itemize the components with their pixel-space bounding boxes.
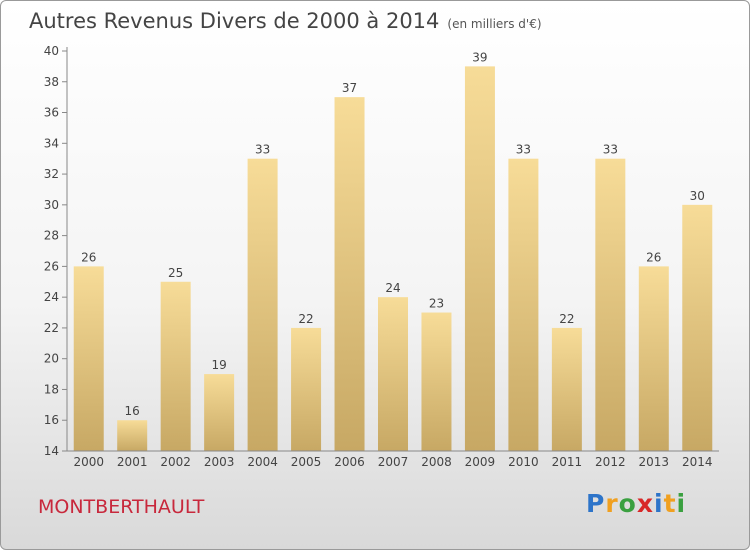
- y-tick-label: 34: [44, 136, 59, 150]
- bar-value-label: 33: [603, 143, 618, 157]
- y-tick-label: 14: [44, 444, 59, 458]
- bar-value-label: 30: [690, 189, 705, 203]
- logo-letter: P: [586, 489, 606, 518]
- bar: [508, 158, 539, 451]
- bar: [638, 266, 669, 451]
- bar-value-label: 39: [472, 50, 487, 64]
- x-tick-label: 2007: [378, 455, 409, 469]
- bar: [291, 327, 322, 451]
- bar: [204, 374, 235, 451]
- logo-letter: r: [605, 489, 619, 518]
- proxiti-logo: Proxiti: [586, 489, 686, 518]
- bars-group: 26 16 25 19 33 22 37 24 23 39 33 22 33 26 30: [73, 50, 713, 452]
- x-tick-label: 2001: [117, 455, 148, 469]
- bar: [160, 281, 191, 451]
- x-tick-label: 2006: [334, 455, 365, 469]
- y-tick-label: 32: [44, 167, 59, 181]
- chart-title: Autres Revenus Divers de 2000 à 2014 (en …: [29, 9, 542, 33]
- location-name: MONTBERTHAULT: [38, 496, 205, 518]
- y-axis: 14 16 18 20 22 24 26 28 30 32 34 36 38 40: [44, 44, 68, 458]
- x-tick-label: 2012: [595, 455, 626, 469]
- x-tick-label: 2002: [160, 455, 191, 469]
- x-tick-label: 2013: [639, 455, 670, 469]
- logo-letter: o: [618, 489, 637, 518]
- bar-value-label: 16: [125, 404, 140, 418]
- bar: [595, 158, 626, 451]
- x-tick-label: 2005: [291, 455, 322, 469]
- bar-value-label: 22: [559, 312, 574, 326]
- bar-value-label: 33: [255, 143, 270, 157]
- y-tick-label: 28: [44, 229, 59, 243]
- logo-letter: x: [636, 489, 654, 518]
- x-tick-label: 2009: [465, 455, 496, 469]
- bar-value-label: 37: [342, 81, 357, 95]
- chart-unit-label: (en milliers d'€): [447, 17, 542, 31]
- x-axis: 2000 2001 2002 2003 2004 2005 2006 2007 2008 2009…: [67, 450, 719, 469]
- x-tick-label: 2000: [73, 455, 104, 469]
- y-tick-label: 22: [44, 321, 59, 335]
- bar-value-label: 23: [429, 297, 444, 311]
- x-tick-label: 2010: [508, 455, 539, 469]
- x-tick-label: 2003: [204, 455, 235, 469]
- y-tick-label: 24: [44, 290, 59, 304]
- bar-value-label: 26: [646, 250, 661, 264]
- bar: [682, 204, 713, 451]
- bar-value-label: 26: [81, 250, 96, 264]
- y-tick-label: 18: [44, 382, 59, 396]
- logo-letter: i: [676, 489, 687, 518]
- y-tick-label: 40: [44, 44, 59, 58]
- y-tick-label: 30: [44, 198, 59, 212]
- y-tick-label: 38: [44, 75, 59, 89]
- bar: [117, 420, 148, 451]
- y-tick-label: 36: [44, 106, 59, 120]
- y-tick-label: 16: [44, 413, 59, 427]
- bar: [551, 327, 582, 451]
- x-tick-label: 2014: [682, 455, 713, 469]
- y-tick-label: 26: [44, 259, 59, 273]
- chart-title-text: Autres Revenus Divers de 2000 à 2014: [29, 9, 440, 33]
- y-tick-label: 20: [44, 352, 59, 366]
- logo-letter: i: [654, 489, 664, 518]
- bar: [247, 158, 278, 451]
- bar: [378, 297, 408, 451]
- bar-value-label: 25: [168, 266, 183, 280]
- bar: [464, 66, 495, 451]
- bar-value-label: 33: [516, 143, 531, 157]
- bar: [334, 97, 365, 452]
- bar: [421, 312, 452, 451]
- logo-letter: t: [663, 489, 677, 518]
- x-tick-label: 2004: [247, 455, 278, 469]
- bar-value-label: 19: [211, 358, 226, 372]
- bar-value-label: 24: [385, 281, 400, 295]
- x-tick-label: 2011: [552, 455, 583, 469]
- bar-value-label: 22: [298, 312, 313, 326]
- x-tick-label: 2008: [421, 455, 452, 469]
- bar: [73, 266, 104, 451]
